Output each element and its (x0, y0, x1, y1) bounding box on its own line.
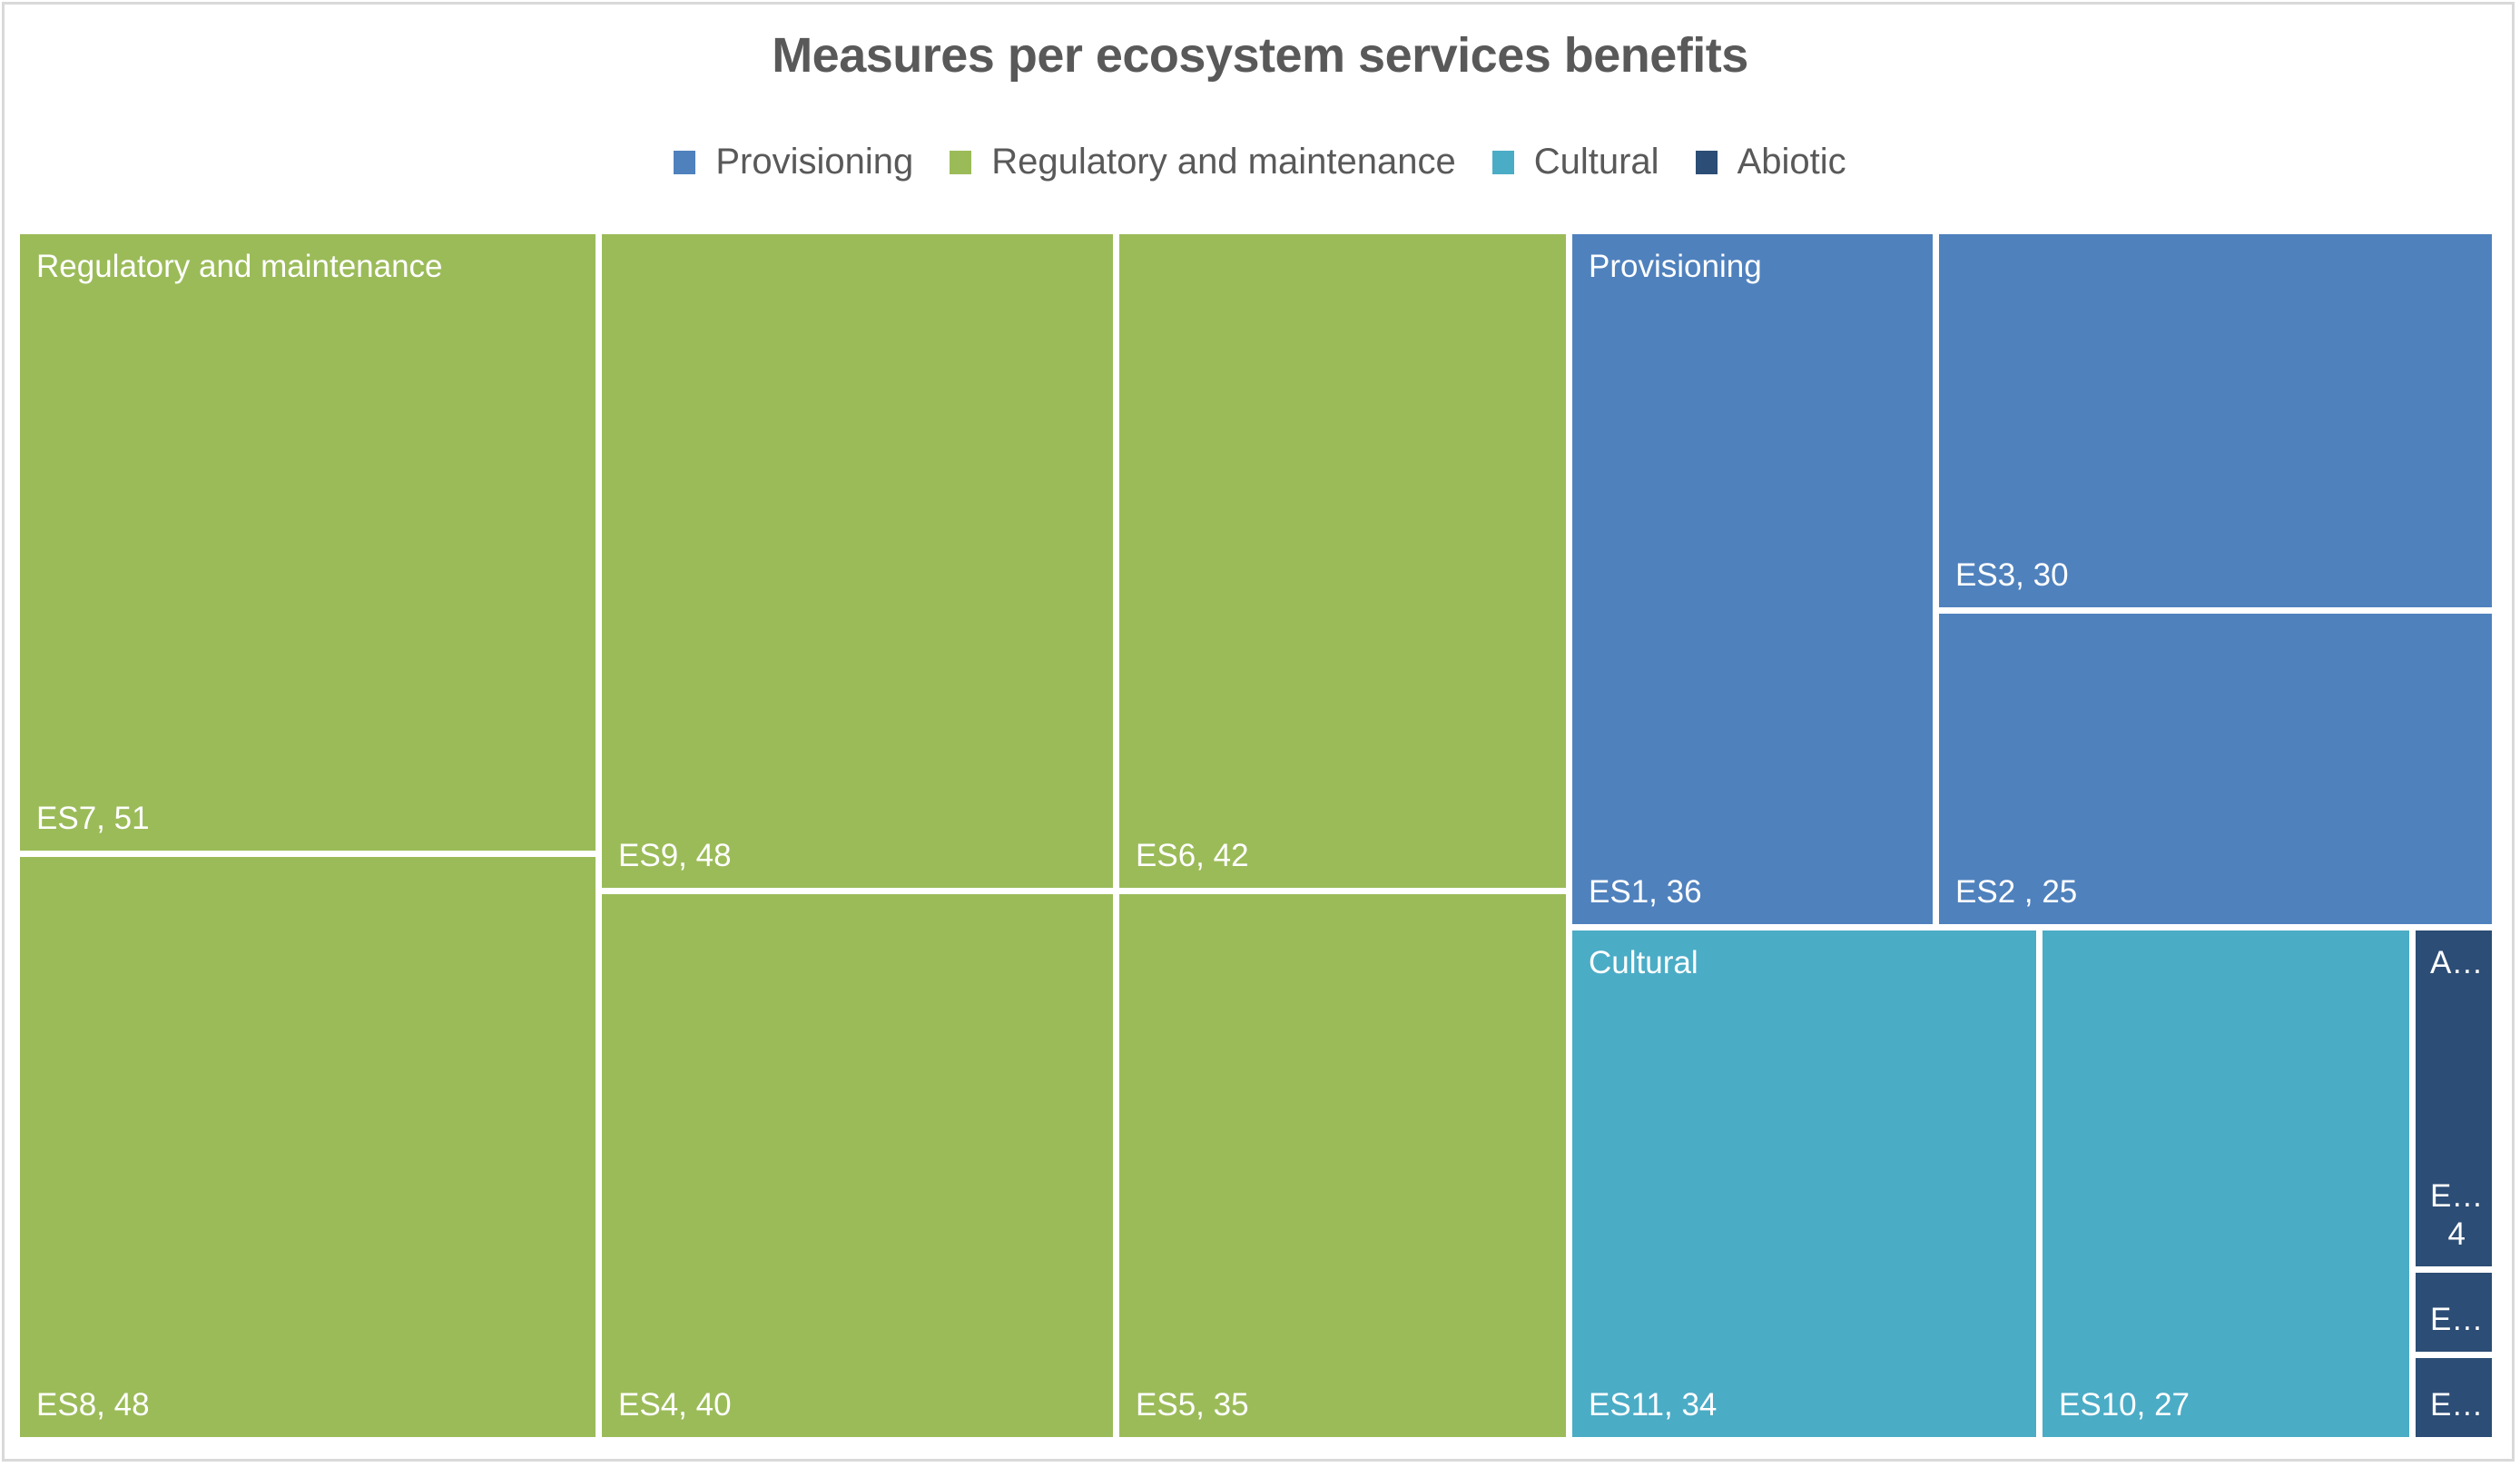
group-label: Provisioning (1589, 249, 1762, 284)
legend-item-regulatory[interactable]: Regulatory and maintenance (950, 142, 1456, 182)
chart-title: Measures per ecosystem services benefits (772, 28, 1748, 83)
tile-es7[interactable]: Regulatory and maintenance ES7, 51 (20, 234, 596, 851)
legend-label: Abiotic (1737, 142, 1846, 182)
tile-es11[interactable]: Cultural ES11, 34 (1572, 930, 2036, 1437)
legend-item-abiotic[interactable]: Abiotic (1695, 142, 1846, 182)
tile-abiotic-2[interactable]: E… (2416, 1273, 2492, 1352)
legend-label: Provisioning (715, 142, 914, 182)
legend-label: Regulatory and maintenance (991, 142, 1456, 182)
tile-es2[interactable]: ES2 , 25 (1939, 614, 2492, 924)
legend-swatch-abiotic (1695, 150, 1718, 174)
group-label: Cultural (1589, 945, 1698, 980)
tile-es3[interactable]: ES3, 30 (1939, 234, 2492, 607)
tile-es8[interactable]: ES8, 48 (20, 857, 596, 1437)
legend-swatch-cultural (1491, 150, 1514, 174)
legend-item-cultural[interactable]: Cultural (1491, 142, 1659, 182)
legend-swatch-provisioning (674, 150, 696, 174)
tile-label: E… (2430, 1387, 2484, 1423)
tile-es1[interactable]: Provisioning ES1, 36 (1572, 234, 1933, 924)
tile-label: ES2 , 25 (1955, 874, 2078, 910)
tile-label: ES6, 42 (1136, 838, 1249, 873)
legend-swatch-regulatory (950, 150, 972, 174)
tile-label: ES4, 40 (618, 1387, 732, 1423)
tile-es9[interactable]: ES9, 48 (602, 234, 1113, 888)
tile-label: E… 4 (2430, 1178, 2484, 1252)
tile-abiotic-1[interactable]: A… E… 4 (2416, 930, 2492, 1266)
tile-es10[interactable]: ES10, 27 (2043, 930, 2409, 1437)
tile-label: ES7, 51 (36, 801, 150, 836)
legend-item-provisioning[interactable]: Provisioning (674, 142, 913, 182)
group-label: Regulatory and maintenance (36, 249, 443, 284)
tile-label: ES3, 30 (1955, 557, 2069, 593)
tile-es4[interactable]: ES4, 40 (602, 894, 1113, 1437)
legend-label: Cultural (1533, 142, 1659, 182)
tile-label: ES5, 35 (1136, 1387, 1249, 1423)
group-label: A… (2430, 945, 2484, 980)
tile-label: E… (2430, 1302, 2484, 1337)
tile-label: ES10, 27 (2059, 1387, 2190, 1423)
tile-es5[interactable]: ES5, 35 (1119, 894, 1566, 1437)
tile-label: ES9, 48 (618, 838, 732, 873)
tile-label: ES11, 34 (1589, 1387, 1718, 1423)
tile-label: ES8, 48 (36, 1387, 150, 1423)
tile-abiotic-3[interactable]: E… (2416, 1358, 2492, 1437)
tile-label: ES1, 36 (1589, 874, 1702, 910)
legend: Provisioning Regulatory and maintenance … (0, 142, 2520, 182)
tile-es6[interactable]: ES6, 42 (1119, 234, 1566, 888)
